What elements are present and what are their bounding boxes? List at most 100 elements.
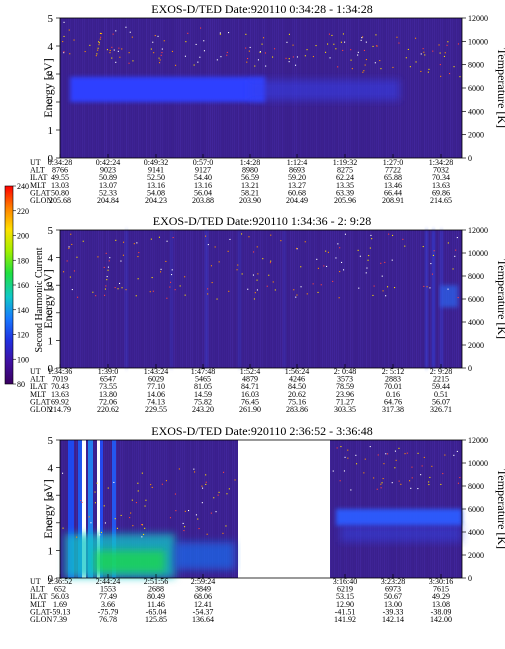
spectrogram-column bbox=[218, 230, 220, 368]
spectrogram-column bbox=[170, 440, 172, 578]
temperature-point bbox=[342, 49, 344, 51]
orbit-cell: 136.64 bbox=[192, 615, 214, 624]
orbit-row-label: UT bbox=[30, 158, 41, 167]
temperature-point bbox=[226, 51, 228, 53]
temperature-point bbox=[274, 48, 276, 50]
temperature-point bbox=[234, 479, 236, 481]
temperature-point bbox=[359, 255, 361, 257]
spectrogram-column bbox=[438, 18, 440, 158]
temperature-point bbox=[216, 59, 218, 61]
spectrogram-column bbox=[248, 230, 250, 368]
temperature-point bbox=[394, 287, 396, 289]
temperature-points bbox=[62, 21, 461, 78]
spectrogram-column bbox=[196, 230, 198, 368]
colorbar-gradient bbox=[4, 185, 14, 385]
spectrogram-column bbox=[358, 230, 360, 368]
orbit-cell: 52.33 bbox=[99, 188, 117, 197]
spectrogram-column bbox=[234, 230, 236, 368]
spectrogram-column bbox=[292, 230, 294, 368]
temperature-point bbox=[304, 241, 306, 243]
energy-axis: 0 1 2 3 4 5 Energy [eV] bbox=[41, 435, 60, 585]
temperature-point bbox=[380, 68, 382, 70]
spectrogram-column bbox=[60, 230, 62, 368]
temperature-point bbox=[113, 49, 115, 51]
spectrogram-column bbox=[434, 18, 436, 158]
orbit-cell: 64.76 bbox=[384, 397, 402, 406]
orbit-cell: 62.24 bbox=[336, 173, 354, 182]
orbit-cell: 50.80 bbox=[51, 188, 69, 197]
temperature-point bbox=[104, 522, 106, 524]
spectrogram-column bbox=[160, 440, 162, 578]
temperature-point bbox=[171, 269, 173, 271]
data-gap bbox=[97, 440, 100, 578]
spectrogram-column bbox=[404, 18, 406, 158]
orbit-cell: 16.03 bbox=[241, 390, 259, 399]
temperature-point bbox=[185, 41, 187, 43]
temperature-point bbox=[205, 483, 207, 485]
y-axis-label: Energy [eV] bbox=[41, 479, 55, 538]
temperature-point bbox=[144, 505, 146, 507]
temperature-point bbox=[137, 256, 139, 258]
spectrogram-column bbox=[346, 230, 348, 368]
temperature-point bbox=[103, 505, 105, 507]
temperature-point bbox=[227, 250, 229, 252]
temperature-point bbox=[382, 290, 384, 292]
temperature-point bbox=[63, 21, 65, 23]
y-tick-label: 4 bbox=[48, 463, 54, 475]
spectrogram-column bbox=[280, 230, 282, 368]
temperature-point bbox=[218, 491, 220, 493]
temperature-point bbox=[184, 526, 186, 528]
temperature-point bbox=[132, 60, 134, 62]
orbit-cell: 56.07 bbox=[432, 397, 450, 406]
spectrogram-column bbox=[156, 230, 158, 368]
orbit-cell: 1:39:0 bbox=[98, 367, 118, 376]
spectrogram-column bbox=[442, 18, 444, 158]
orbit-cell: 1:43:24 bbox=[144, 367, 168, 376]
spectrogram-streak bbox=[432, 230, 435, 368]
temperature-point bbox=[248, 236, 250, 238]
orbit-cell: 0.16 bbox=[386, 390, 400, 399]
orbit-cell: 1:4:28 bbox=[240, 158, 260, 167]
temperature-point bbox=[256, 279, 258, 281]
temperature-point bbox=[73, 270, 75, 272]
temperature-point bbox=[122, 254, 124, 256]
temperature-point bbox=[157, 35, 159, 37]
spectrogram-column bbox=[80, 230, 82, 368]
spectrogram-column bbox=[384, 230, 386, 368]
temperature-point bbox=[254, 65, 256, 67]
temperature-point bbox=[199, 56, 201, 58]
orbit-cell: 8980 bbox=[242, 166, 258, 175]
temperature-point bbox=[366, 267, 368, 269]
temperature-point bbox=[68, 247, 70, 249]
orbit-cell: 68.06 bbox=[194, 592, 212, 601]
temperature-point bbox=[415, 37, 417, 39]
spectrogram-column bbox=[206, 440, 208, 578]
temperature-point bbox=[381, 275, 383, 277]
temperature-point bbox=[432, 254, 434, 256]
spectrogram-streak bbox=[78, 440, 84, 578]
spectrogram-column bbox=[276, 230, 278, 368]
y-tick-label: 0 bbox=[48, 153, 54, 165]
temperature-point bbox=[380, 483, 382, 485]
orbit-cell: 49.29 bbox=[432, 592, 450, 601]
spectrogram-column bbox=[330, 440, 332, 578]
temperature-point bbox=[409, 480, 411, 482]
temperature-point bbox=[182, 522, 184, 524]
temperature-point bbox=[103, 266, 105, 268]
spectrogram-column bbox=[128, 230, 130, 368]
spectrogram-column bbox=[220, 440, 222, 578]
temperature-point bbox=[129, 517, 131, 519]
temperature-point bbox=[440, 75, 442, 77]
temperature-point bbox=[69, 276, 71, 278]
spectrogram-column bbox=[344, 230, 346, 368]
temperature-point bbox=[171, 274, 173, 276]
spectrogram-column bbox=[154, 230, 156, 368]
temperature-point bbox=[163, 40, 165, 42]
spectrogram-column bbox=[142, 440, 144, 578]
y2-tick-label: 4000 bbox=[468, 528, 484, 537]
temperature-point bbox=[98, 42, 100, 44]
spectrogram-column bbox=[422, 230, 424, 368]
temperature-point bbox=[184, 55, 186, 57]
temperature-point bbox=[332, 470, 334, 472]
spectrogram-column bbox=[322, 230, 324, 368]
